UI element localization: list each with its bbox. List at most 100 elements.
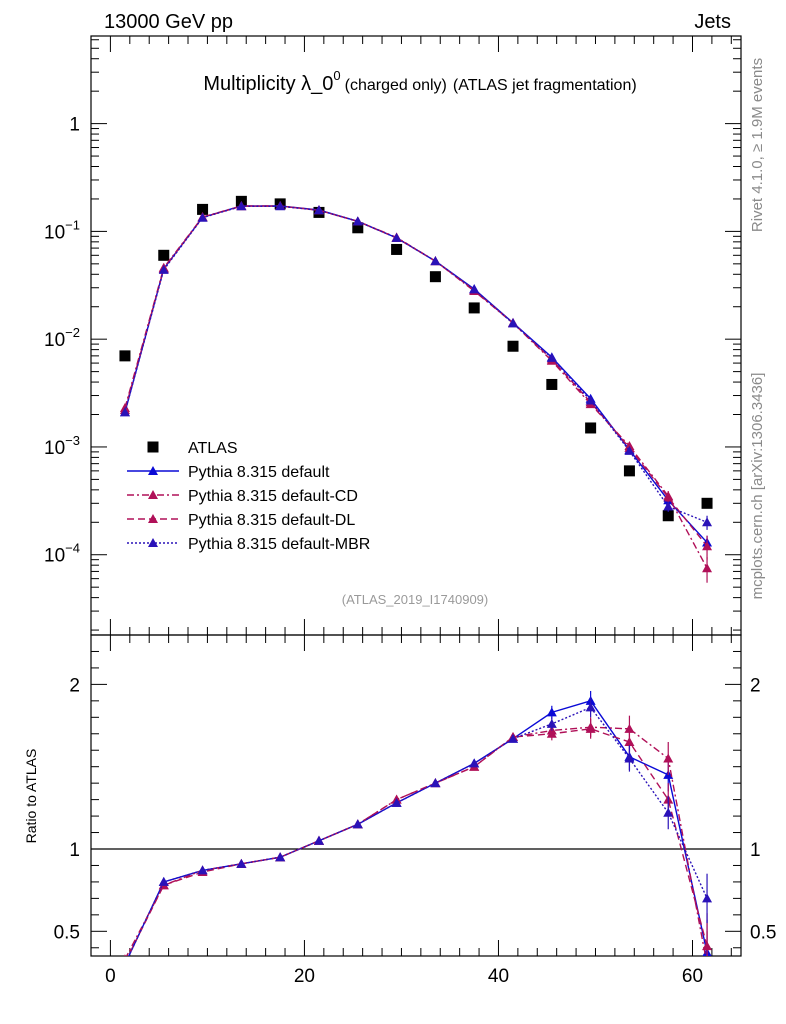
ratio-point	[624, 737, 635, 746]
legend-entry: ATLAS	[147, 440, 238, 457]
y-tick-label: 10−4	[44, 541, 80, 567]
legend-marker	[148, 538, 158, 547]
data-point	[391, 232, 402, 242]
legend-entry: Pythia 8.315 default-MBR	[127, 536, 370, 553]
y-tick-mantissa: 1	[69, 115, 80, 136]
data-point	[624, 445, 635, 455]
data-point	[663, 492, 674, 502]
data-point	[702, 563, 713, 573]
ratio-series-pythia-8-315-default	[128, 690, 712, 956]
series-pythia-8-315-default-mbr	[119, 201, 713, 530]
ratio-point	[546, 718, 557, 728]
ratio-line	[128, 706, 708, 956]
legend-label: Pythia 8.315 default-CD	[188, 488, 358, 505]
data-point	[352, 222, 364, 234]
x-tick-label: 60	[682, 966, 703, 987]
ratio-point	[391, 797, 402, 807]
legend-entry: Pythia 8.315 default	[127, 464, 330, 481]
data-point	[546, 352, 557, 362]
ratio-point	[120, 958, 130, 967]
ratio-point	[702, 941, 713, 951]
ratio-point	[585, 723, 596, 733]
title-charged: (charged only)	[345, 77, 447, 94]
data-point	[585, 422, 597, 434]
ratio-series-pythia-8-315-default-mbr	[128, 697, 713, 956]
data-point	[158, 249, 170, 261]
ratio-y-tick-label-right: 0.5	[750, 922, 776, 943]
ratio-point	[663, 753, 674, 763]
y-tick-exponent: −3	[65, 433, 80, 448]
legend: ATLAS Pythia 8.315 default Pythia 8.315 de…	[127, 440, 370, 553]
ratio-point	[469, 758, 480, 768]
data-point	[585, 395, 596, 405]
ratio-line	[128, 700, 708, 956]
y-tick-label: 10−1	[44, 217, 80, 243]
data-point	[236, 201, 247, 211]
plot-title: Multiplicity λ_00 (charged only) (ATLAS je…	[203, 68, 636, 95]
ratio-point	[508, 733, 519, 743]
legend-label: ATLAS	[188, 440, 238, 457]
data-point	[352, 216, 363, 226]
legend-entry: Pythia 8.315 default-CD	[127, 488, 358, 505]
ratio-y-tick-label-right: 1	[750, 840, 761, 861]
legend-label: Pythia 8.315 default-DL	[188, 512, 355, 529]
data-point	[702, 541, 713, 551]
y-tick-label: 10−3	[44, 433, 80, 459]
data-point	[158, 264, 169, 274]
data-point	[430, 256, 441, 266]
ratio-point	[624, 723, 635, 733]
ratio-point	[546, 728, 557, 738]
x-tick-label: 20	[294, 966, 315, 987]
ratio-y-tick-label-right: 2	[750, 675, 761, 696]
y-tick-mantissa: 10	[44, 222, 65, 243]
y-tick-exponent: −1	[65, 217, 80, 232]
ratio-point	[702, 959, 712, 968]
process-label: Jets	[694, 11, 731, 33]
title-fragmentation: (ATLAS jet fragmentation)	[453, 77, 637, 94]
data-point	[313, 205, 324, 215]
data-point	[429, 271, 441, 283]
ratio-line	[125, 726, 707, 956]
y-tick-mantissa: 10	[44, 330, 65, 351]
data-point	[507, 340, 519, 352]
series-line	[124, 205, 708, 523]
ratio-point	[352, 819, 363, 829]
y-tick-label: 1	[69, 115, 80, 136]
ratio-point	[585, 702, 596, 712]
data-point	[275, 201, 286, 211]
ratio-series-pythia-8-315-default-cd	[124, 715, 712, 968]
data-point	[546, 378, 558, 390]
rivet-label: Rivet 4.1.0, ≥ 1.9M events	[749, 58, 766, 232]
ratio-series	[120, 690, 713, 968]
data-point	[391, 243, 403, 255]
ratio-point	[197, 865, 208, 875]
ratio-point	[275, 852, 286, 862]
y-tick-exponent: −2	[65, 325, 80, 340]
ratio-point	[624, 753, 635, 763]
x-tick-label: 40	[488, 966, 509, 987]
ratio-ylabel: Ratio to ATLAS	[23, 749, 39, 844]
legend-marker	[148, 514, 158, 523]
data-point	[508, 318, 519, 328]
legend-marker	[148, 466, 158, 475]
series-pythia-8-315-default-dl	[119, 201, 713, 560]
data-point	[468, 302, 480, 314]
data-point	[663, 501, 674, 511]
legend-label: Pythia 8.315 default-MBR	[188, 536, 370, 553]
ratio-y-tick-label-left: 1	[69, 840, 80, 861]
data-point	[197, 212, 208, 222]
ratio-point	[236, 858, 247, 868]
x-tick-label: 0	[105, 966, 116, 987]
data-point	[197, 203, 209, 215]
legend-label: Pythia 8.315 default	[188, 464, 330, 481]
mcplots-label: mcplots.cern.ch [arXiv:1306.3436]	[749, 373, 766, 600]
legend-marker	[148, 490, 158, 499]
legend-entry: Pythia 8.315 default-DL	[127, 512, 355, 529]
ratio-point	[313, 835, 324, 845]
y-tick-mantissa: 10	[44, 438, 65, 459]
ratio-point	[546, 707, 557, 717]
data-point	[702, 517, 713, 527]
ratio-frame	[90, 634, 742, 957]
y-tick-exponent: −4	[65, 541, 80, 556]
